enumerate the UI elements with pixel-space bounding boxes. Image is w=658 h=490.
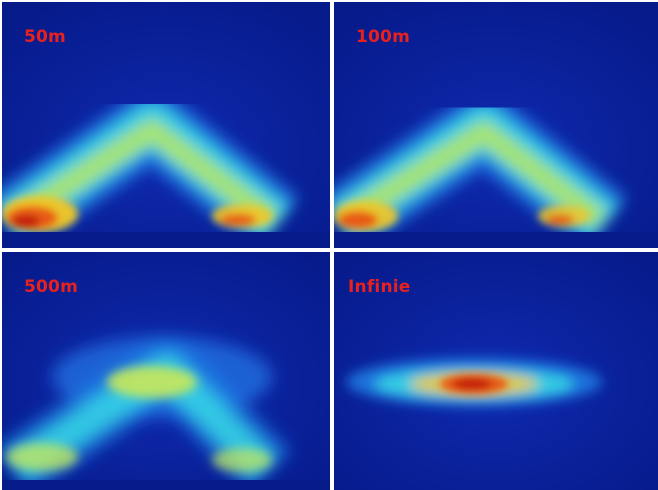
- panel-100m: 100m: [334, 2, 658, 248]
- panel-label: Infinie: [348, 277, 411, 297]
- panel-500m: 500m: [2, 252, 330, 490]
- density-plot-100m: [334, 2, 658, 248]
- panel-infinie: Infinie: [334, 252, 658, 490]
- panel-label: 100m: [356, 27, 410, 47]
- panel-label: 50m: [24, 27, 66, 47]
- density-plot-50m: [2, 2, 330, 248]
- panel-label: 500m: [24, 277, 78, 297]
- panel-50m: 50m: [2, 2, 330, 248]
- density-plot-500m: [2, 252, 330, 490]
- density-plot-infinie: [334, 252, 658, 490]
